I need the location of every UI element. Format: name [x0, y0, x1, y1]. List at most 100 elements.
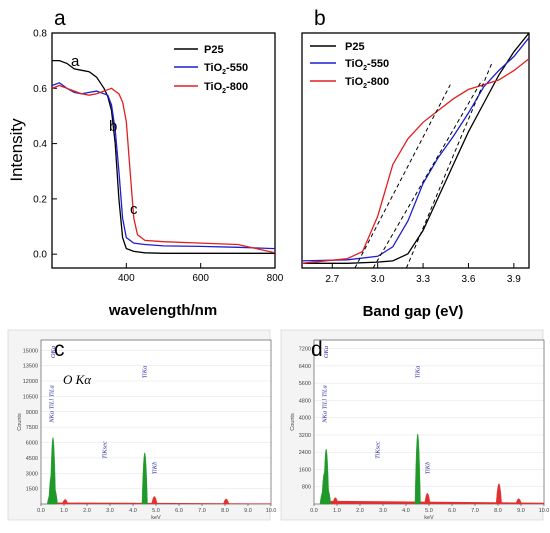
annotation-a: a	[71, 53, 80, 70]
peak-d-8	[495, 483, 502, 505]
y-tick-label-d-6400: 6400	[299, 364, 311, 370]
series-line-a-tio2-550	[51, 82, 276, 250]
annotation-b: b	[109, 118, 117, 135]
y-tick-label-d-3200: 3200	[299, 433, 311, 439]
plot-area-d	[314, 340, 544, 504]
y-axis-label-c: Counts	[17, 413, 23, 431]
y-tick-label-d-2400: 2400	[299, 450, 311, 456]
y-tick-label-c-4500: 4500	[26, 456, 38, 462]
x-tick-label-a-400: 400	[118, 273, 135, 284]
peak-label-d-oka: OKa	[323, 346, 330, 358]
x-tick-label-d-1-0: 1.0	[333, 508, 341, 514]
panel-label-b: b	[314, 7, 326, 30]
y-tick-label-a-0-8: 0.8	[33, 29, 47, 40]
series-line-b-p25	[302, 32, 530, 264]
x-tick-label-d-2-0: 2.0	[356, 508, 364, 514]
x-tick-label-b-2-7: 2.7	[325, 274, 339, 285]
panel-a-ticks: 400 600 800 0.0 0.2 0.4 0.6 0.8	[33, 29, 284, 285]
legend-label-tio2-800: TiO2-800	[204, 81, 248, 95]
y-tick-label-c-15000: 15000	[23, 348, 38, 354]
x-tick-label-d-10-0: 10.0	[539, 508, 550, 514]
peak-label-c-oka: OKa	[50, 346, 57, 358]
y-tick-label-c-12000: 12000	[23, 379, 38, 385]
x-tick-label-c-6-0: 6.0	[175, 508, 183, 514]
legend-label-tio2-550: TiO2-550	[204, 62, 248, 76]
x-tick-label-c-7-0: 7.0	[198, 508, 206, 514]
peak-c-8	[223, 498, 230, 505]
x-tick-label-c-5-0: 5.0	[152, 508, 160, 514]
x-tick-label-c-8-0: 8.0	[221, 508, 229, 514]
tangent-line-3	[405, 61, 494, 269]
legend-label-p25-b: P25	[345, 41, 365, 53]
x-tick-label-d-4-0: 4.0	[402, 508, 410, 514]
panel-a-frame	[51, 32, 276, 269]
y-tick-label-a-0-2: 0.2	[33, 194, 47, 205]
peak-d-6	[414, 433, 421, 505]
y-tick-label-a-0-0: 0.0	[33, 250, 47, 261]
peak-label-d-nka-till-tila: NKa TiLl TiLa	[321, 385, 328, 424]
x-tick-label-c-1-0: 1.0	[60, 508, 68, 514]
y-tick-label-d-7200: 7200	[299, 347, 311, 353]
x-tick-label-b-3-6: 3.6	[462, 274, 476, 285]
peak-label-c-tiksec: TiKsec	[101, 441, 108, 459]
background-continuum-d	[320, 500, 544, 504]
y-tick-label-a-0-4: 0.4	[33, 139, 47, 150]
x-tick-label-d-0-0: 0.0	[310, 508, 318, 514]
annotation-c: c	[130, 201, 138, 218]
x-tick-label-c-3-0: 3.0	[106, 508, 114, 514]
peak-label-c-tikb: TiKb	[151, 461, 158, 474]
x-axis-label-b: Band gap (eV)	[363, 303, 464, 320]
x-tick-label-b-3-0: 3.0	[371, 274, 385, 285]
y-axis-label-d: Counts	[290, 413, 296, 431]
panel-d-plot: 7200 6400 5600 4800 4000 3200 2400 1600 800 0.0 1.…	[290, 339, 550, 521]
peak-label-c-nka-till-tila: NKa TiLl TiLa	[48, 385, 55, 424]
y-tick-label-d-800: 800	[302, 485, 311, 491]
y-tick-label-d-4000: 4000	[299, 416, 311, 422]
x-tick-label-d-9-0: 9.0	[517, 508, 525, 514]
x-axis-label-a: wavelength/nm	[108, 302, 217, 319]
legend-label-tio2-800-b: TiO2-800	[345, 76, 389, 90]
legend-label-tio2-550-b: TiO2-550	[345, 58, 389, 72]
plot-area-c	[41, 340, 271, 504]
panel-b-frame	[301, 32, 530, 269]
x-tick-label-c-10-0: 10.0	[266, 508, 277, 514]
panel-c: 15000 13500 12000 10500 9000 7500 6000 4500 3000…	[7, 329, 277, 521]
y-tick-label-c-7500: 7500	[26, 425, 38, 431]
x-tick-label-c-4-0: 4.0	[129, 508, 137, 514]
series-line-a-tio2-800	[51, 84, 276, 254]
x-tick-label-d-7-0: 7.0	[471, 508, 479, 514]
x-tick-label-c-0-0: 0.0	[37, 508, 45, 514]
x-tick-label-a-600: 600	[192, 273, 209, 284]
peak-d-9	[515, 498, 522, 505]
panel-a-series	[51, 59, 276, 254]
x-tick-label-c-9-0: 9.0	[244, 508, 252, 514]
peak-label-d-tiksec: TiKsec	[374, 441, 381, 459]
x-tick-label-c-2-0: 2.0	[83, 508, 91, 514]
peak-label-d-tikb: TiKb	[424, 461, 431, 474]
x-axis-label-d: keV	[424, 515, 434, 521]
y-tick-label-c-6000: 6000	[26, 441, 38, 447]
peak-c-6	[141, 452, 148, 505]
peak-c-5	[62, 499, 69, 505]
series-line-a-p25	[52, 59, 275, 254]
y-tick-label-d-1600: 1600	[299, 467, 311, 473]
panel-d: 7200 6400 5600 4800 4000 3200 2400 1600 800 0.0 1.…	[280, 329, 550, 521]
panel-b-ticks: 2.7 3.0 3.3 3.6 3.9	[325, 263, 521, 285]
x-tick-label-b-3-9: 3.9	[507, 274, 521, 285]
x-tick-label-d-3-0: 3.0	[379, 508, 387, 514]
y-tick-label-c-10500: 10500	[23, 394, 38, 400]
y-tick-label-c-3000: 3000	[26, 471, 38, 477]
tangent-line-2	[372, 79, 483, 269]
x-tick-label-d-5-0: 5.0	[425, 508, 433, 514]
x-tick-label-b-3-3: 3.3	[416, 274, 430, 285]
y-tick-label-a-0-6: 0.6	[33, 84, 47, 95]
peak-c-4	[51, 489, 58, 505]
series-line-b-tio2-550	[301, 37, 530, 262]
panel-label-d: d	[311, 338, 323, 361]
y-tick-label-d-5600: 5600	[299, 381, 311, 387]
peak-d-4	[325, 489, 332, 505]
y-axis-label: Intensity	[7, 118, 26, 182]
panel-a: a 400 600 800 0.0 0.2 0.4 0.6 0.8 Intensity wav…	[7, 7, 284, 319]
y-tick-label-c-9000: 9000	[26, 410, 38, 416]
